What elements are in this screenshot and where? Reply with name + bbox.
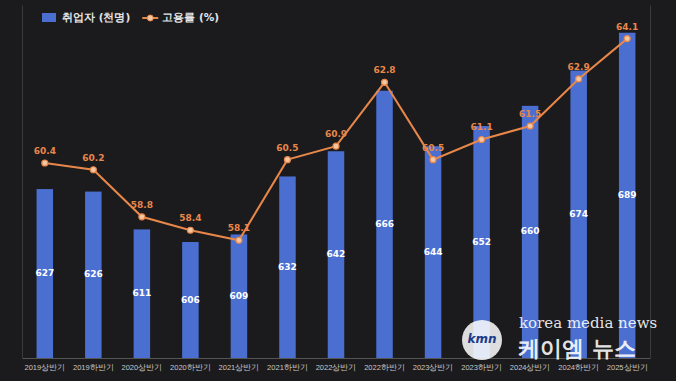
data-label: 60.2	[82, 153, 104, 163]
watermark: kmn korea media news 케이엠 뉴스	[462, 314, 657, 361]
tick: 2019상반기	[24, 358, 65, 372]
marks	[37, 33, 636, 358]
tick: 2023상반기	[413, 358, 454, 372]
tick: 2021상반기	[219, 358, 260, 372]
marker	[284, 157, 290, 163]
data-label: 606	[181, 295, 200, 305]
data-label: 62.9	[568, 62, 590, 72]
data-label: 62.8	[373, 65, 395, 75]
marker	[333, 143, 339, 149]
tick-label: 2024하반기	[558, 363, 599, 372]
data-label: 627	[35, 268, 54, 278]
tick-label: 2019하반기	[73, 363, 114, 372]
marker	[624, 36, 630, 42]
tick: 2020하반기	[170, 358, 211, 372]
data-label: 626	[84, 269, 103, 279]
tick: 2021하반기	[267, 358, 308, 372]
data-label: 64.1	[616, 22, 638, 32]
data-label: 60.5	[422, 143, 444, 153]
legend-item: 고용률 (%)	[142, 11, 219, 23]
data-label: 689	[618, 190, 637, 200]
legend-marker	[147, 15, 153, 21]
data-label: 652	[472, 237, 491, 247]
y-axis	[22, 6, 23, 359]
tick: 2019하반기	[73, 358, 114, 372]
legend-item: 취업자 (천명)	[42, 11, 130, 23]
y2-axis	[650, 6, 651, 359]
data-label: 58.1	[228, 223, 250, 233]
data-label: 61.1	[470, 122, 492, 132]
data-label: 642	[327, 249, 346, 259]
marker	[576, 76, 582, 82]
data-label: 60.4	[34, 146, 56, 156]
data-label: 674	[569, 209, 588, 219]
tick-label: 2024상반기	[510, 363, 551, 372]
data-label: 58.8	[131, 200, 153, 210]
marker	[42, 160, 48, 166]
marker	[430, 157, 436, 163]
data-label: 58.4	[179, 213, 201, 223]
tick-label: 2023상반기	[413, 363, 454, 372]
tick-label: 2021하반기	[267, 363, 308, 372]
tick-label: 2019상반기	[24, 363, 65, 372]
tick: 2020상반기	[122, 358, 163, 372]
tick-label: 2020하반기	[170, 363, 211, 372]
marker	[527, 123, 533, 129]
data-label: 611	[132, 288, 151, 298]
data-label: 644	[424, 247, 443, 257]
tick-label: 2023하반기	[461, 363, 502, 372]
watermark-text: kmn	[467, 332, 496, 346]
legend-label: 취업자 (천명)	[62, 11, 130, 23]
background	[0, 0, 676, 381]
tick-label: 2021상반기	[219, 363, 260, 372]
chart: 627 626 611 606 609 632 642 666 644 652 660 674 689 6…	[0, 0, 676, 381]
data-label: 60.9	[325, 129, 347, 139]
axis-line	[22, 6, 23, 359]
data-label: 609	[230, 291, 249, 301]
legend: 취업자 (천명) 고용률 (%)	[42, 11, 219, 23]
marker	[90, 167, 96, 173]
axis-line	[650, 6, 651, 359]
data-label: 60.5	[276, 143, 298, 153]
data-label: 632	[278, 262, 297, 272]
marker	[187, 227, 193, 233]
tick-label: 2022상반기	[316, 363, 357, 372]
marker	[139, 214, 145, 220]
tick: 2022상반기	[316, 358, 357, 372]
marker	[382, 79, 388, 85]
tick: 2023하반기	[461, 358, 502, 372]
data-label: 666	[375, 219, 394, 229]
data-label: 61.5	[519, 109, 541, 119]
data-labels: 627 626 611 606 609 632 642 666 644 652 660 674 689 6…	[34, 22, 639, 305]
line	[45, 39, 627, 241]
legend-label: 고용률 (%)	[162, 11, 219, 23]
tick: 2022하반기	[364, 358, 405, 372]
marker	[479, 136, 485, 142]
tick-label: 2020상반기	[122, 363, 163, 372]
legend-swatch	[42, 13, 56, 22]
marker	[236, 237, 242, 243]
tick-label: 2025상반기	[607, 363, 648, 372]
data-label: 660	[521, 226, 540, 236]
watermark-text: 케이엠 뉴스	[518, 336, 636, 361]
watermark-text: korea media news	[519, 314, 657, 332]
watermark-badge	[462, 320, 502, 360]
tick-label: 2022하반기	[364, 363, 405, 372]
